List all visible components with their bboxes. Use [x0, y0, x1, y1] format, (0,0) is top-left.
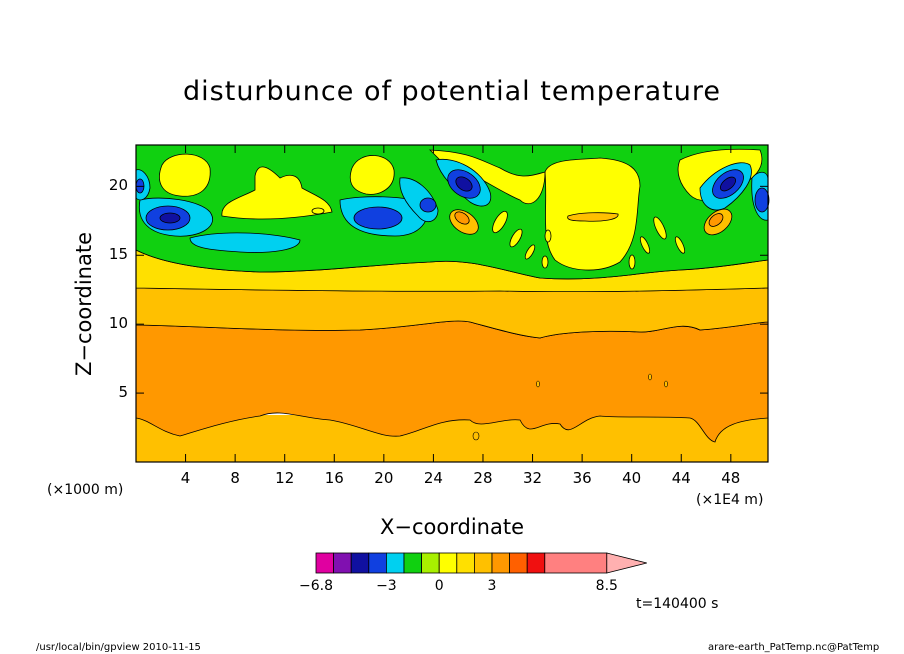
footer-right: arare-earth_PatTemp.nc@PatTemp	[708, 642, 880, 653]
x-tick-label: 8	[230, 469, 240, 487]
colorbar-extension	[606, 552, 647, 574]
colorbar-swatch	[544, 552, 608, 574]
footer-left: /usr/local/bin/gpview 2010-11-15	[36, 642, 201, 653]
x-tick-label: 20	[374, 469, 394, 487]
positive-core	[454, 211, 470, 225]
colorbar-swatch	[473, 552, 493, 574]
y-tick-label: 20	[108, 176, 128, 195]
colorbar-swatch	[526, 552, 546, 574]
colorbar-label: −3	[376, 578, 397, 594]
x-tick-label: 32	[523, 469, 543, 487]
colorbar-swatch	[491, 552, 511, 574]
y-tick-label: 5	[118, 383, 128, 402]
x-tick-label: 24	[423, 469, 443, 487]
x-axis-label: X−coordinate	[380, 515, 524, 539]
colorbar-swatch	[438, 552, 458, 574]
colorbar-swatch	[509, 552, 528, 574]
colorbar-swatch	[456, 552, 475, 574]
x-tick-label: 12	[275, 469, 295, 487]
small-cell	[536, 380, 540, 388]
colorbar-swatch	[315, 552, 335, 574]
plot-frame	[135, 144, 769, 463]
wave-cells	[311, 207, 686, 270]
x-unit-note: (×1E4 m)	[696, 492, 764, 508]
colorbar-label: 0	[434, 578, 444, 594]
positive-core	[567, 212, 619, 222]
small-cell	[664, 380, 668, 388]
x-tick-label: 48	[721, 469, 741, 487]
colorbar-swatch	[421, 552, 440, 574]
x-tick-label: 16	[324, 469, 344, 487]
chart-title: disturbunce of potential temperature	[183, 76, 721, 107]
y-tick-label: 15	[108, 245, 128, 264]
time-label: t=140400 s	[636, 596, 719, 612]
cyan-patch	[189, 232, 301, 253]
colorbar-swatch	[350, 552, 370, 574]
x-tick-label: 28	[473, 469, 493, 487]
x-tick-label: 44	[671, 469, 691, 487]
colorbar	[315, 552, 647, 574]
colorbar-swatch	[333, 552, 352, 574]
yellow-blob	[159, 153, 211, 197]
negative-core	[455, 176, 473, 192]
colorbar-swatch	[385, 552, 405, 574]
y-unit-note: (×1000 m)	[47, 482, 124, 498]
colorbar-swatch	[368, 552, 387, 574]
axis-ticks	[136, 145, 768, 462]
colorbar-swatch	[403, 552, 423, 574]
small-cell	[648, 373, 652, 381]
x-tick-label: 4	[180, 469, 191, 487]
plot-area	[135, 144, 770, 463]
positive-core	[708, 213, 724, 227]
negative-core	[719, 176, 737, 192]
surface-gold-band	[136, 415, 768, 462]
negative-core	[353, 206, 403, 230]
x-tick-label: 40	[622, 469, 642, 487]
colorbar-label: 8.5	[595, 578, 618, 594]
colorbar-label: 3	[487, 578, 497, 594]
x-tick-label: 36	[572, 469, 592, 487]
colorbar-label: −6.8	[299, 578, 333, 594]
yellow-blob	[349, 155, 395, 195]
yellow-blob	[221, 166, 333, 220]
negative-core	[419, 197, 437, 213]
y-tick-label: 10	[108, 314, 128, 333]
negative-core	[754, 187, 770, 213]
small-cell	[472, 431, 480, 441]
negative-core	[159, 212, 181, 224]
